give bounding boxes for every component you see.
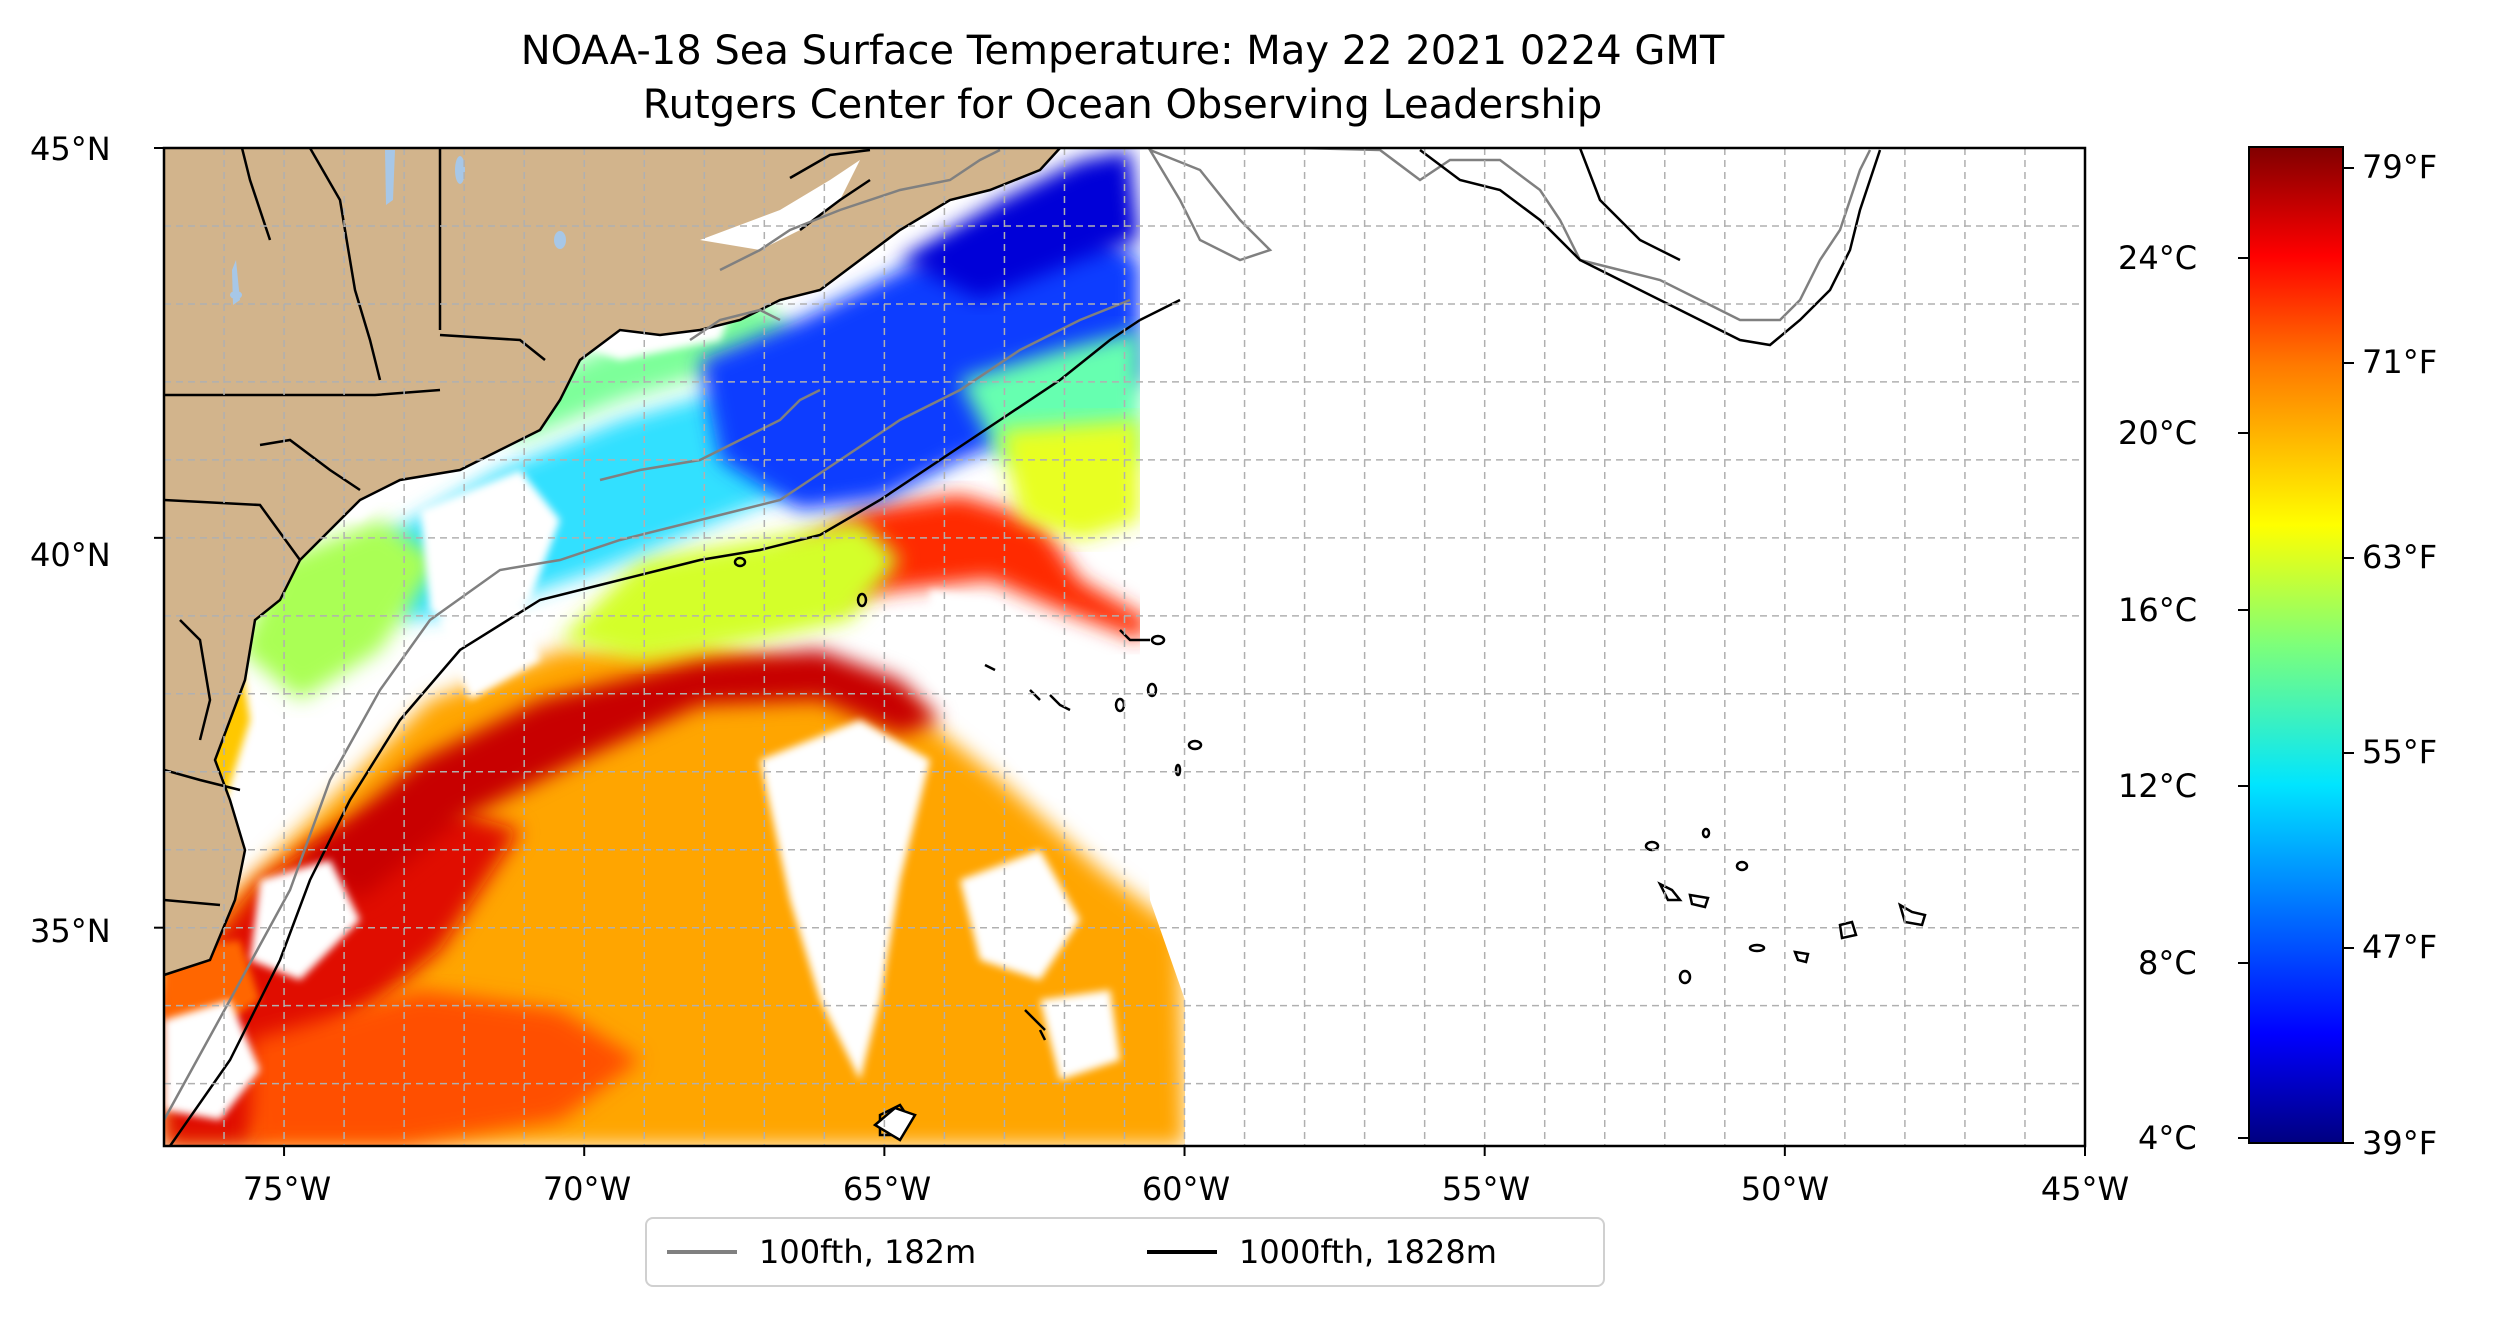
cb-c-tickmark	[2238, 785, 2248, 787]
chart-subtitle: Rutgers Center for Ocean Observing Leade…	[642, 82, 1603, 128]
lon-tick-50w: 50°W	[1740, 1170, 1830, 1208]
cb-f-tickmark	[2344, 557, 2354, 559]
lakes	[230, 150, 566, 305]
cb-f-tickmark	[2344, 167, 2354, 169]
coastlines	[164, 148, 1061, 977]
lon-tick-55w: 55°W	[1441, 1170, 1531, 1208]
legend-label-1000fth: 1000fth, 1828m	[1239, 1233, 1497, 1271]
legend-swatch-black	[1147, 1250, 1217, 1254]
cb-c-tickmark	[2238, 257, 2248, 259]
bermuda	[872, 1106, 917, 1142]
colorbar-gradient	[2248, 146, 2344, 1144]
cb-tick-71f: 71°F	[2362, 343, 2438, 381]
cb-f-tickmark	[2344, 752, 2354, 754]
legend-swatch-grey	[667, 1250, 737, 1254]
cb-c-tickmark	[2238, 432, 2248, 434]
cb-tick-63f: 63°F	[2362, 538, 2438, 576]
cb-tick-12c: 12°C	[2118, 767, 2198, 805]
land	[164, 148, 1060, 975]
cb-c-tickmark	[2238, 962, 2248, 964]
cb-tick-24c: 24°C	[2118, 239, 2198, 277]
lon-tick-65w: 65°W	[842, 1170, 932, 1208]
legend: 100fth, 182m 1000fth, 1828m	[645, 1217, 1605, 1287]
cb-tick-20c: 20°C	[2118, 414, 2198, 452]
cb-f-tickmark	[2344, 947, 2354, 949]
legend-item-100fth: 100fth, 182m	[667, 1219, 976, 1285]
map-frame	[162, 146, 2087, 1148]
lat-tick-45n: 45°N	[30, 130, 111, 168]
cb-tick-79f: 79°F	[2362, 148, 2438, 186]
legend-label-100fth: 100fth, 182m	[759, 1233, 977, 1271]
legend-item-1000fth: 1000fth, 1828m	[1147, 1219, 1497, 1285]
isobath-100fth	[164, 148, 1872, 1121]
map-area	[164, 148, 2085, 1146]
cb-f-tickmark	[2344, 1142, 2354, 1144]
cb-tick-55f: 55°F	[2362, 733, 2438, 771]
lon-tick-75w: 75°W	[242, 1170, 332, 1208]
sst-field	[164, 150, 1185, 1146]
colorbar-frame	[2248, 146, 2344, 1144]
gridlines	[164, 148, 2085, 1146]
lat-tick-40n: 40°N	[30, 536, 111, 574]
cb-tick-16c: 16°C	[2118, 591, 2198, 629]
cb-tick-8c: 8°C	[2138, 944, 2197, 982]
lat-tick-35n: 35°N	[30, 912, 111, 950]
lon-tick-45w: 45°W	[2040, 1170, 2130, 1208]
cb-tick-47f: 47°F	[2362, 928, 2438, 966]
cb-tick-4c: 4°C	[2138, 1119, 2197, 1157]
lon-tick-60w: 60°W	[1141, 1170, 1231, 1208]
cb-tick-39f: 39°F	[2362, 1124, 2438, 1162]
axis-ticks	[154, 147, 2086, 1156]
chart-title: NOAA-18 Sea Surface Temperature: May 22 …	[520, 28, 1725, 74]
lon-tick-70w: 70°W	[542, 1170, 632, 1208]
cb-c-tickmark	[2238, 609, 2248, 611]
cb-f-tickmark	[2344, 362, 2354, 364]
cb-c-tickmark	[2238, 1137, 2248, 1139]
